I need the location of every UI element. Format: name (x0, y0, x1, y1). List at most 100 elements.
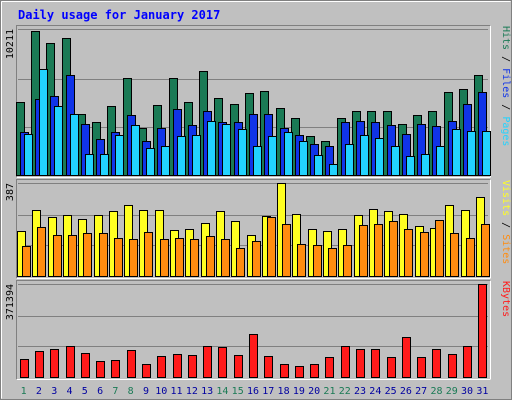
bar-sites-day-29 (450, 233, 459, 277)
chart-title: Daily usage for January 2017 (18, 8, 220, 22)
bar-kbytes-day-15 (234, 355, 243, 378)
bar-kbytes-day-13 (203, 346, 212, 378)
bar-kbytes-day-28 (432, 349, 441, 378)
bar-sites-day-31 (481, 224, 490, 277)
bar-pages-day-12 (192, 135, 201, 176)
bar-sites-day-21 (328, 248, 337, 277)
legend: Hits / Files / Pages (500, 26, 511, 146)
bar-kbytes-day-10 (157, 356, 166, 378)
legend-item-sites: Sites (500, 234, 511, 264)
bar-kbytes-day-3 (50, 349, 59, 378)
bar-kbytes-day-25 (387, 357, 396, 378)
bar-kbytes-day-26 (402, 337, 411, 378)
bar-pages-day-6 (100, 154, 109, 176)
bar-sites-day-13 (206, 236, 215, 277)
bar-sites-day-11 (175, 238, 184, 277)
bar-kbytes-day-4 (66, 346, 75, 378)
y-max-label: 10211 (5, 29, 16, 59)
bar-sites-day-18 (282, 224, 291, 277)
bar-kbytes-day-9 (142, 364, 151, 378)
x-tick-label-day-1: 1 (21, 386, 27, 397)
bar-sites-day-1 (22, 246, 31, 277)
x-tick-label-day-24: 24 (369, 386, 381, 397)
bar-kbytes-day-12 (188, 355, 197, 378)
bar-sites-day-9 (144, 232, 153, 277)
bar-sites-day-10 (160, 239, 169, 277)
bar-sites-day-5 (83, 233, 92, 277)
x-tick-label-day-27: 27 (415, 386, 427, 397)
legend-separator: / (500, 216, 511, 234)
bar-kbytes-day-11 (173, 354, 182, 378)
legend-separator: / (500, 98, 511, 116)
bar-pages-day-8 (131, 125, 140, 176)
bar-sites-day-3 (53, 235, 62, 277)
bar-pages-day-9 (146, 148, 155, 176)
bar-pages-day-16 (253, 146, 262, 176)
x-tick-label-day-21: 21 (323, 386, 335, 397)
x-tick-label-day-11: 11 (171, 386, 183, 397)
bar-sites-day-15 (236, 248, 245, 277)
legend-item-pages: Pages (500, 116, 511, 146)
bar-pages-day-25 (391, 146, 400, 176)
legend: Visits / Sites (500, 180, 511, 264)
panel-hits-files-pages: 10211 Hits / Files / Pages (5, 25, 511, 178)
bar-sites-day-22 (343, 245, 352, 277)
bar-kbytes-day-27 (417, 357, 426, 378)
x-tick-label-day-15: 15 (232, 386, 244, 397)
y-max-label: 387 (5, 183, 16, 201)
bar-kbytes-day-24 (371, 349, 380, 378)
panel-kbytes: 371394 KBytes (5, 280, 511, 380)
legend-item-kbytes: KBytes (500, 281, 511, 317)
bar-pages-day-22 (345, 144, 354, 176)
series-kbytes (20, 284, 487, 378)
bar-pages-day-14 (222, 124, 231, 176)
bar-sites-day-19 (297, 244, 306, 277)
bar-sites-day-8 (129, 239, 138, 277)
bar-pages-day-29 (452, 129, 461, 176)
x-tick-label-day-5: 5 (82, 386, 88, 397)
bar-sites-day-28 (435, 220, 444, 277)
bar-sites-day-14 (221, 239, 230, 277)
x-tick-label-day-25: 25 (385, 386, 397, 397)
bar-pages-day-21 (329, 164, 338, 176)
x-tick-label-day-7: 7 (112, 386, 118, 397)
series-sites (22, 217, 490, 277)
bar-kbytes-day-2 (35, 351, 44, 378)
x-tick-label-day-2: 2 (36, 386, 42, 397)
x-tick-label-day-22: 22 (339, 386, 351, 397)
x-tick-label-day-23: 23 (354, 386, 366, 397)
bar-sites-day-30 (466, 238, 475, 277)
bar-pages-day-2 (39, 69, 48, 176)
bar-pages-day-5 (85, 154, 94, 176)
bar-pages-day-31 (482, 131, 491, 176)
bar-kbytes-day-20 (310, 364, 319, 378)
x-tick-label-day-26: 26 (400, 386, 412, 397)
bar-sites-day-12 (190, 239, 199, 277)
x-tick-label-day-10: 10 (155, 386, 167, 397)
bar-kbytes-day-16 (249, 334, 258, 378)
bar-kbytes-day-23 (356, 349, 365, 378)
legend-item-files: Files (500, 68, 511, 98)
x-tick-label-day-31: 31 (476, 386, 488, 397)
bar-kbytes-day-8 (127, 350, 136, 378)
bar-pages-day-19 (299, 141, 308, 176)
bar-kbytes-day-22 (341, 346, 350, 378)
bar-pages-day-30 (467, 131, 476, 176)
bar-pages-day-26 (406, 156, 415, 176)
bar-kbytes-day-19 (295, 366, 304, 378)
x-tick-label-day-20: 20 (308, 386, 320, 397)
bar-kbytes-day-29 (448, 354, 457, 378)
x-tick-label-day-17: 17 (262, 386, 274, 397)
bar-sites-day-16 (252, 241, 261, 277)
bar-pages-day-3 (54, 106, 63, 176)
bar-pages-day-23 (360, 135, 369, 176)
bar-sites-day-24 (374, 224, 383, 277)
bar-pages-day-1 (24, 134, 33, 176)
x-tick-label-day-14: 14 (216, 386, 228, 397)
y-max-label: 371394 (5, 284, 16, 320)
x-tick-label-day-18: 18 (278, 386, 290, 397)
bar-pages-day-10 (161, 146, 170, 176)
bar-pages-day-20 (314, 155, 323, 176)
bar-kbytes-day-5 (81, 353, 90, 378)
